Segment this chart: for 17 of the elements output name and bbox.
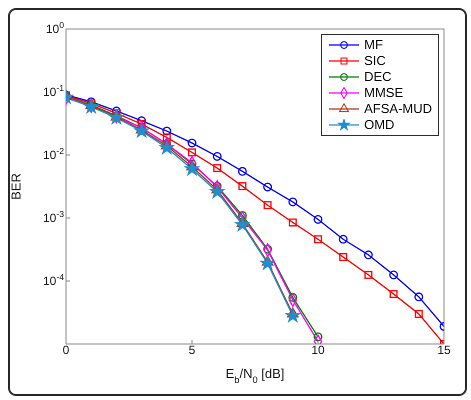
x-tick-label: 15	[437, 343, 451, 357]
legend-label: OMD	[364, 117, 394, 133]
x-tick-label: 10	[311, 343, 325, 357]
y-tick-label: 10$^{-3}$	[42, 209, 64, 225]
y-axis-title: BER	[8, 173, 24, 200]
x-axis-title: E$_{b}$/N$_{0}$ [dB]	[226, 366, 284, 385]
x-tick-label: 0	[62, 343, 70, 357]
legend-label: MMSE	[364, 85, 404, 101]
legend-label: SIC	[364, 53, 386, 69]
legend-label: AFSA-MUD	[364, 101, 432, 117]
y-tick-label: 10$^{-1}$	[42, 83, 64, 99]
legend-label: MF	[364, 37, 383, 53]
y-tick-label: 10$^{-4}$	[42, 272, 64, 288]
y-tick-label: 10$^{0}$	[46, 20, 64, 36]
y-tick-label: 10$^{-2}$	[42, 146, 64, 162]
legend-label: DEC	[364, 69, 392, 85]
x-tick-label: 5	[188, 343, 196, 357]
